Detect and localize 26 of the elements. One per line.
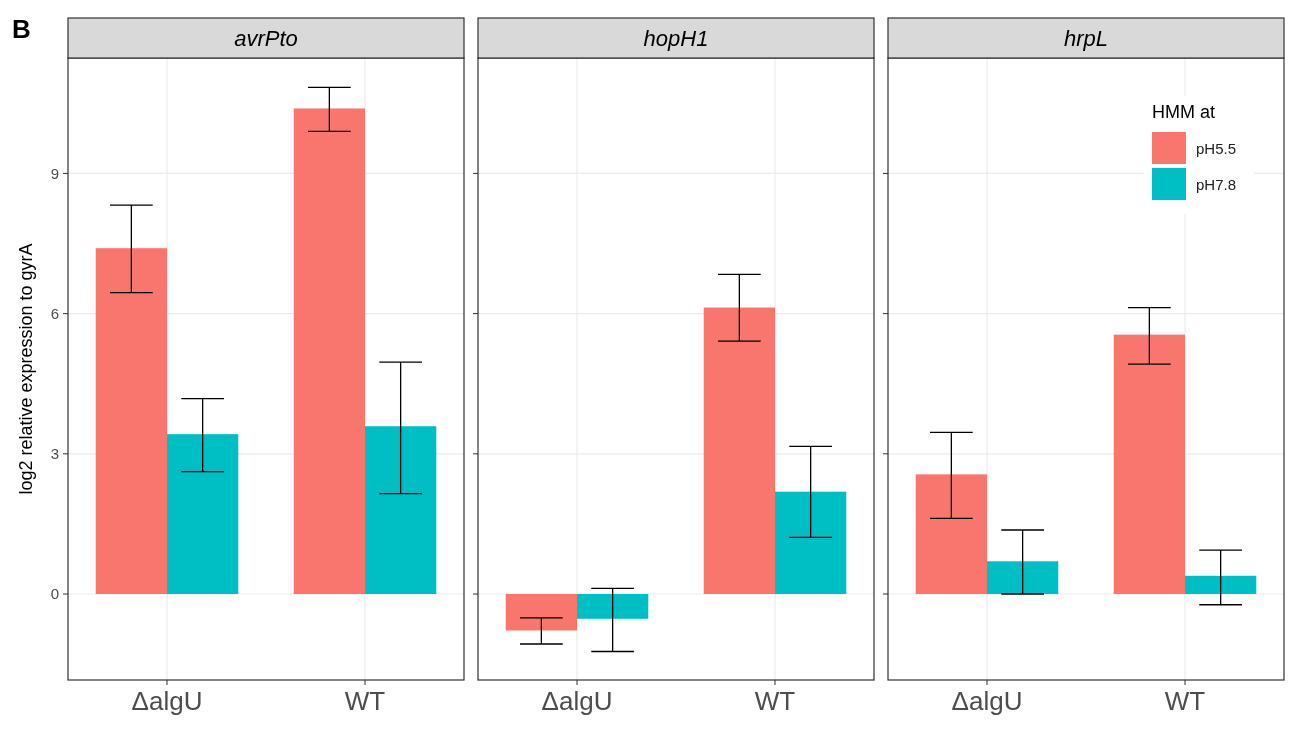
legend-label: pH7.8 [1196,176,1237,193]
x-tick-label: WT [1164,686,1206,716]
chart-title: avrPto [234,26,298,51]
x-tick-label: WT [344,686,386,716]
x-tick-label: ΔalgU [131,686,203,716]
y-tick-label: 9 [50,164,59,182]
bar [95,248,167,595]
x-tick-label: WT [754,686,796,716]
x-tick-label: ΔalgU [951,686,1023,716]
bar [167,434,239,595]
bar [987,561,1059,595]
y-tick-label: 6 [50,304,59,322]
legend-label: pH5.5 [1196,140,1237,157]
bar [365,426,437,595]
bar [1185,575,1257,595]
legend-title: HMM at [1152,102,1215,122]
y-tick-label: 0 [50,585,59,603]
chart-title: hopH1 [643,26,709,51]
bar [915,474,987,595]
bar [1113,334,1185,595]
text: B [12,14,31,44]
y-tick-label: 3 [50,445,59,463]
chart-title: hrpL [1063,26,1109,51]
y-axis-title: log2 relative expression to gyrA [16,243,36,495]
bar [293,108,365,595]
x-tick-label: ΔalgU [541,686,613,716]
